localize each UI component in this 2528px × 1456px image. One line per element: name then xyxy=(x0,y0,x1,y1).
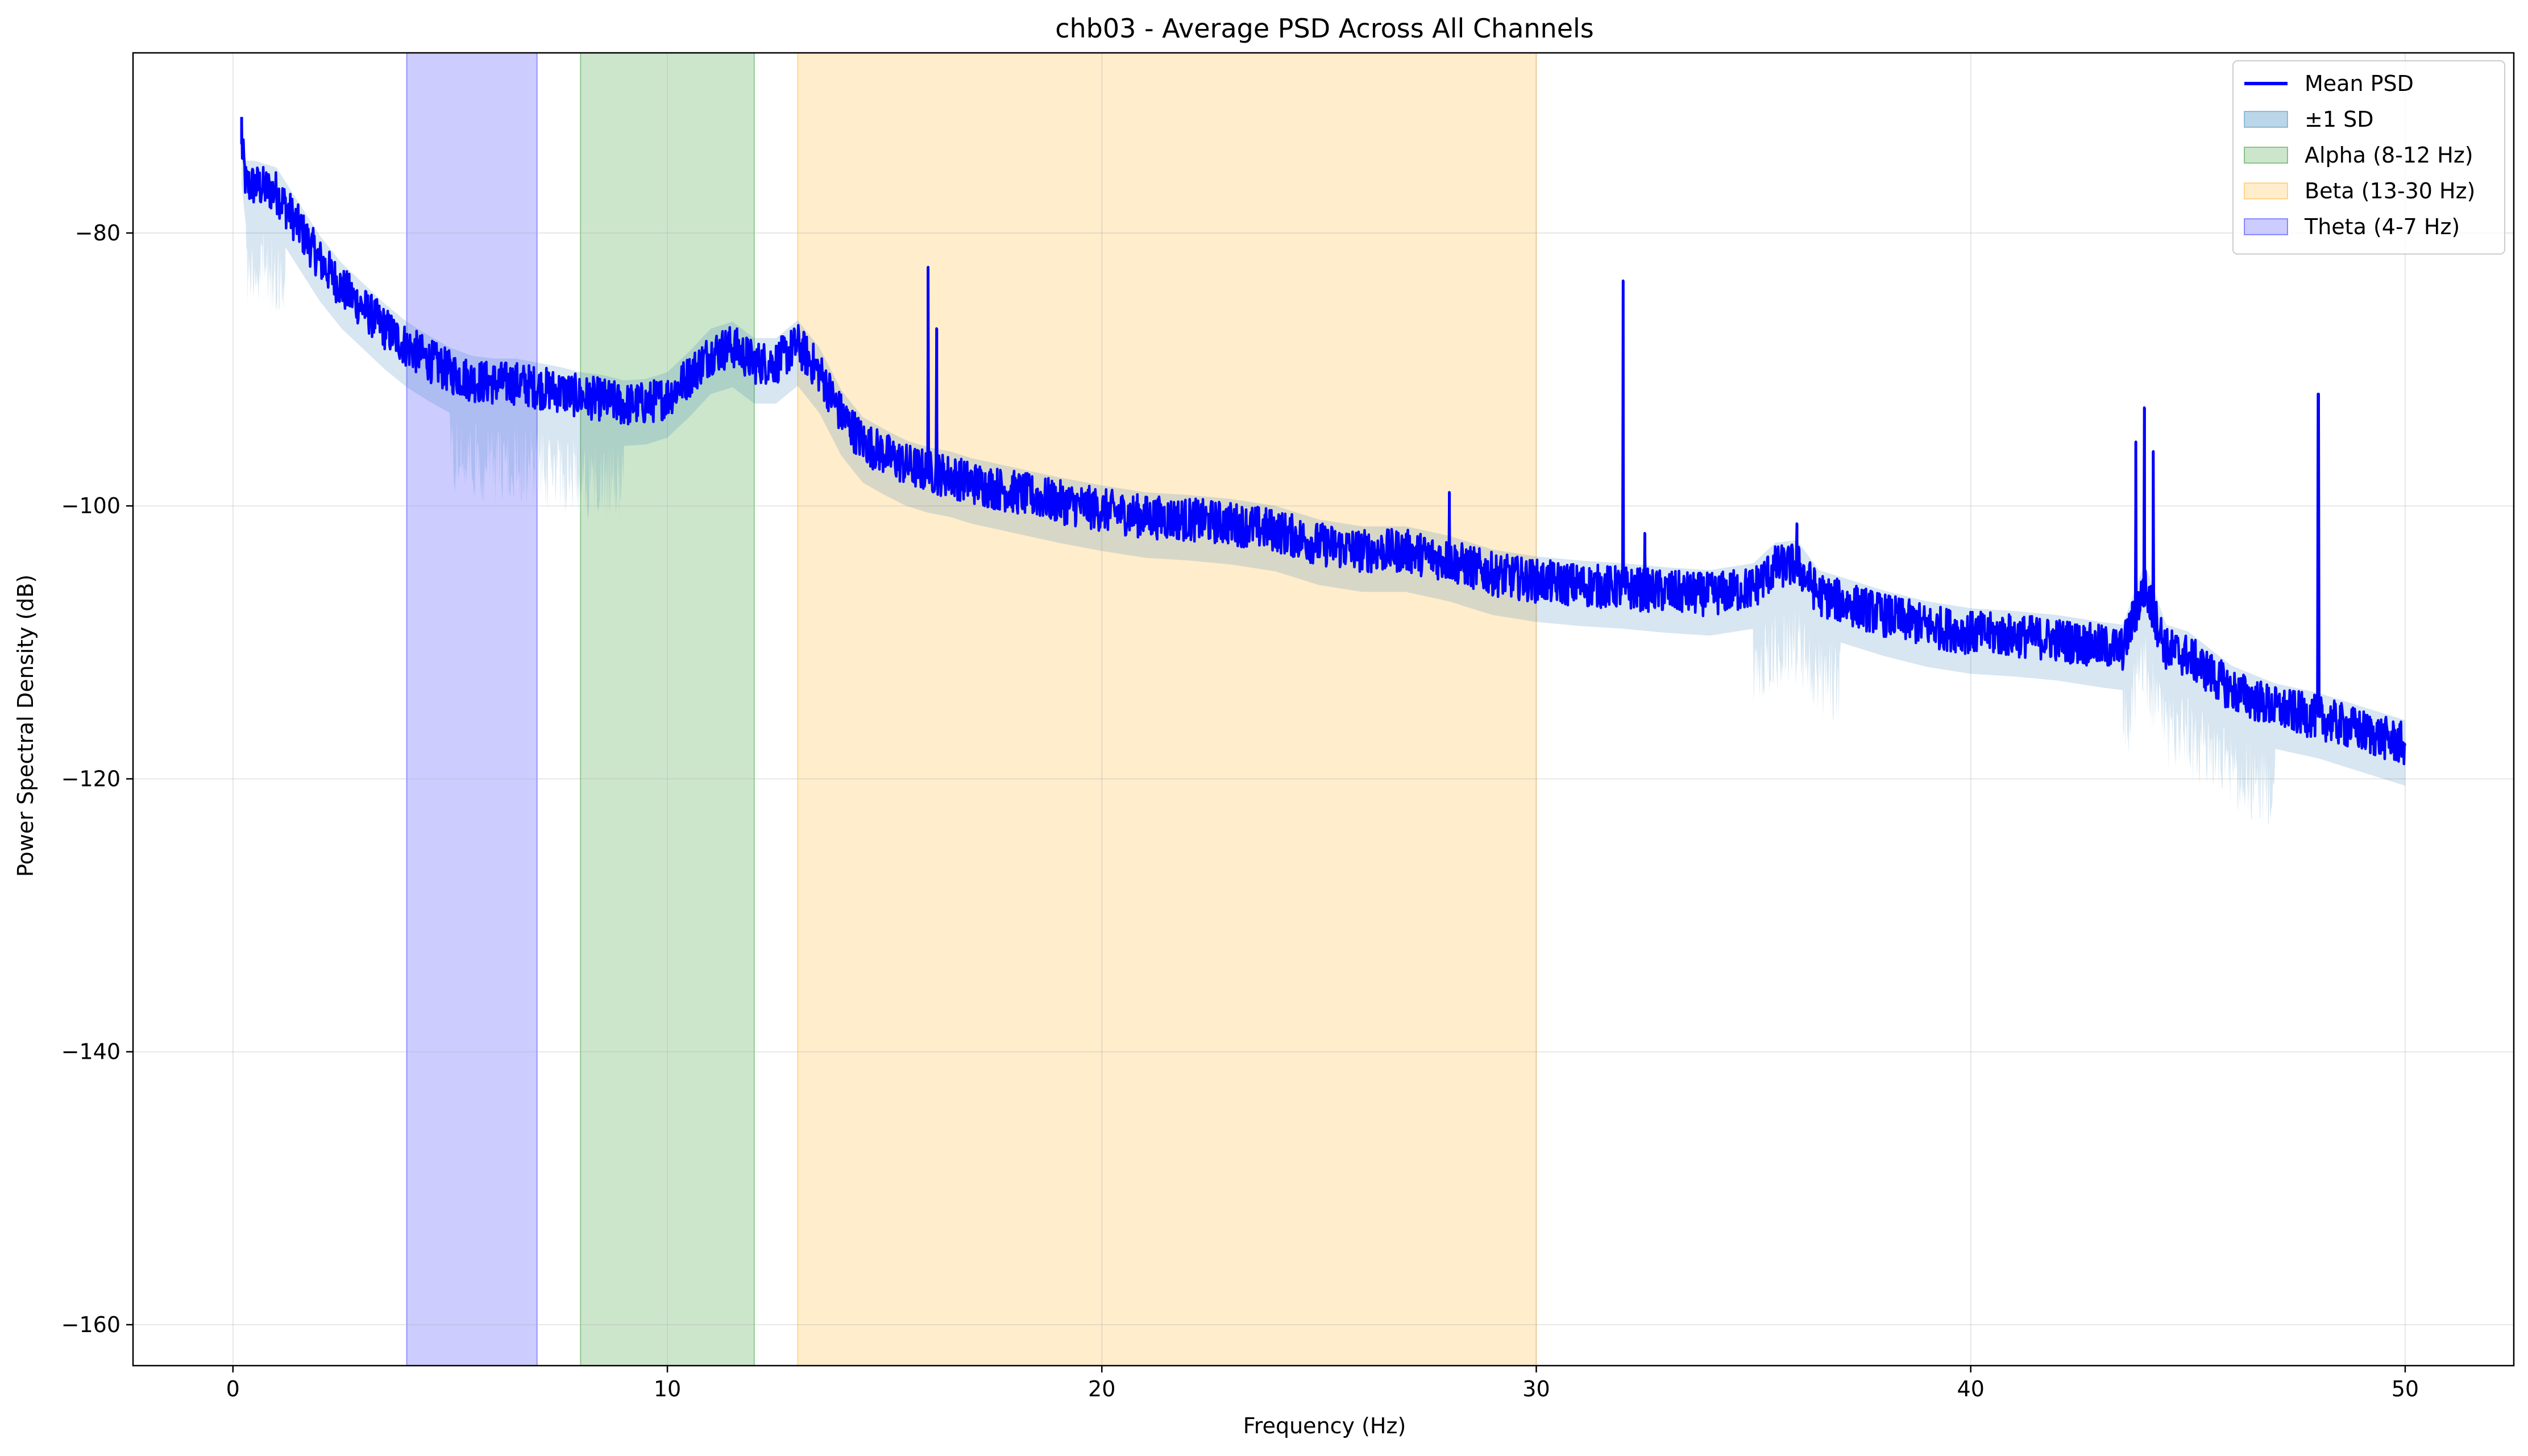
band-layer xyxy=(406,52,1537,1366)
sd-layer xyxy=(242,119,2405,825)
chart-title: chb03 - Average PSD Across All Channels xyxy=(1055,13,1594,44)
x-axis-label: Frequency (Hz) xyxy=(1243,1413,1406,1438)
band-theta xyxy=(406,52,538,1366)
legend-label: Mean PSD xyxy=(2305,71,2414,96)
axes-frame xyxy=(132,52,2515,1367)
y-tick-label: −80 xyxy=(75,221,121,246)
x-tick-label: 40 xyxy=(1957,1376,1985,1401)
ticks-layer: 0 10 20 30 40 50 −80 −100 −120 −140 −160 xyxy=(61,221,2419,1401)
y-tick-label: −160 xyxy=(61,1312,121,1337)
line-layer xyxy=(240,117,2407,766)
y-tick-label: −100 xyxy=(61,493,121,518)
legend-label: Alpha (8-12 Hz) xyxy=(2305,143,2473,168)
legend-label: Theta (4-7 Hz) xyxy=(2304,214,2460,239)
x-tick-label: 0 xyxy=(226,1376,240,1401)
legend-swatch xyxy=(2244,111,2288,128)
y-axis-label: Power Spectral Density (dB) xyxy=(13,575,38,877)
y-tick-label: −140 xyxy=(61,1039,121,1064)
sd-band xyxy=(242,119,2405,825)
x-tick-label: 20 xyxy=(1088,1376,1115,1401)
legend: Mean PSD ±1 SD Alpha (8-12 Hz) Beta (13-30 … xyxy=(2232,60,2505,255)
band-alpha xyxy=(580,52,755,1366)
y-tick-label: −120 xyxy=(61,766,121,791)
x-tick-label: 30 xyxy=(1522,1376,1550,1401)
legend-swatch xyxy=(2244,218,2288,235)
legend-label: ±1 SD xyxy=(2305,107,2373,132)
x-tick-label: 10 xyxy=(654,1376,681,1401)
band-beta xyxy=(797,52,1537,1366)
legend-label: Beta (13-30 Hz) xyxy=(2305,178,2475,203)
legend-swatch xyxy=(2244,147,2288,164)
grid-layer xyxy=(133,53,2514,1366)
legend-swatch xyxy=(2244,182,2288,199)
x-tick-label: 50 xyxy=(2392,1376,2419,1401)
legend-box xyxy=(2232,60,2505,255)
mean-psd-line xyxy=(240,117,2407,766)
